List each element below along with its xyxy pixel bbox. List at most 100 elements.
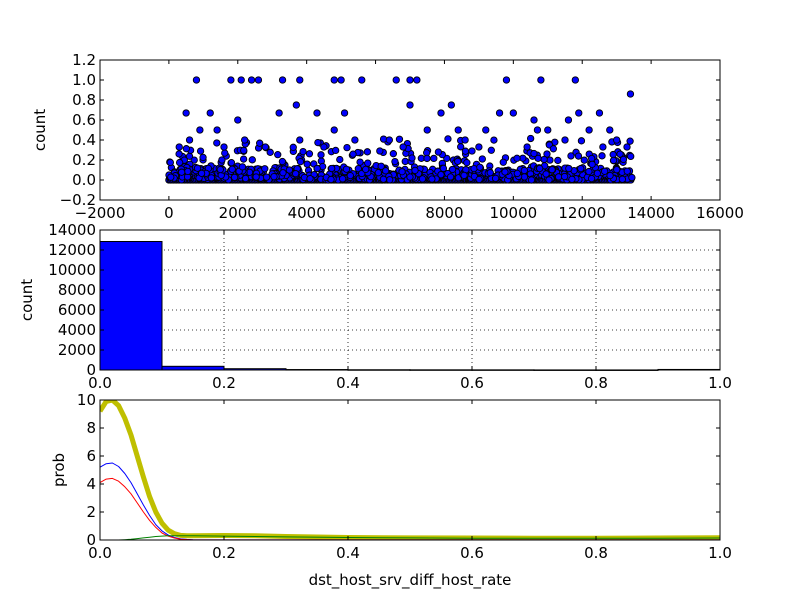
scatter-point	[199, 153, 207, 162]
scatter-point	[220, 143, 228, 151]
scatter-point	[418, 175, 427, 183]
scatter-point	[239, 155, 248, 163]
scatter-point	[626, 137, 634, 145]
scatter-point	[626, 90, 635, 98]
scatter-point	[358, 76, 366, 84]
scatter-point	[248, 156, 256, 164]
scatter-point	[262, 173, 271, 181]
x-tick-label: 0.4	[336, 374, 360, 392]
scatter-point	[167, 173, 175, 181]
scatter-point	[546, 156, 554, 164]
scatter-point	[609, 156, 618, 165]
scatter-point	[381, 167, 390, 175]
scatter-point	[434, 148, 443, 156]
scatter-point	[266, 148, 274, 156]
scatter-point	[206, 109, 214, 117]
scatter-point	[343, 143, 351, 152]
scatter-point	[568, 175, 576, 183]
scatter-point	[571, 76, 579, 84]
scatter-ylabel: count	[31, 109, 49, 151]
scatter-point	[313, 164, 321, 173]
scatter-point	[182, 145, 190, 153]
scatter-point	[585, 126, 593, 134]
scatter-point	[313, 109, 321, 117]
scatter-point	[444, 135, 452, 143]
scatter-point	[299, 147, 307, 156]
scatter-point	[490, 136, 498, 144]
scatter-point	[303, 160, 311, 168]
scatter-point	[406, 76, 414, 84]
scatter-point	[228, 165, 236, 173]
scatter-point	[623, 167, 631, 175]
scatter-point	[376, 147, 384, 155]
x-tick-label: 6000	[356, 204, 394, 222]
scatter-point	[606, 171, 614, 180]
scatter-point	[207, 174, 216, 182]
scatter-point	[274, 151, 282, 159]
scatter-point	[423, 126, 431, 134]
scatter-point	[495, 109, 504, 117]
scatter-point	[628, 173, 636, 182]
scatter-point	[192, 76, 201, 84]
y-tick-label: 0.0	[72, 171, 96, 189]
scatter-point	[411, 166, 419, 175]
y-tick-label: 4	[86, 475, 96, 493]
scatter-point	[238, 163, 247, 171]
scatter-point	[184, 167, 192, 176]
x-tick-label: 0.6	[460, 544, 484, 562]
scatter-point	[448, 165, 457, 174]
x-tick-label: 1.0	[708, 374, 732, 392]
scatter-point	[542, 170, 550, 178]
scatter-point	[613, 136, 621, 144]
scatter-point	[395, 135, 404, 143]
scatter-point	[292, 101, 300, 109]
scatter-point	[385, 136, 393, 144]
scatter-point	[330, 76, 338, 84]
scatter-point	[363, 148, 372, 156]
scatter-point	[437, 109, 445, 117]
y-tick-label: 0	[86, 361, 96, 379]
scatter-point	[193, 164, 202, 172]
scatter-point	[527, 176, 536, 184]
scatter-point	[613, 166, 621, 174]
scatter-point	[588, 160, 596, 168]
y-tick-label: 8	[86, 419, 96, 437]
scatter-point	[544, 126, 552, 134]
scatter-point	[406, 173, 414, 181]
scatter-point	[564, 116, 573, 124]
scatter-point	[177, 168, 186, 176]
scatter-point	[278, 157, 287, 166]
scatter-point	[454, 126, 462, 134]
scatter-point	[545, 176, 553, 184]
scatter-point	[428, 175, 436, 183]
scatter-point	[320, 143, 328, 151]
scatter-point	[475, 143, 483, 151]
y-tick-label: 0.2	[72, 151, 96, 169]
scatter-point	[548, 165, 556, 174]
scatter-point	[362, 165, 370, 174]
y-tick-label: 6000	[58, 301, 96, 319]
scatter-point	[523, 143, 531, 151]
scatter-point	[379, 175, 388, 183]
scatter-point	[627, 152, 635, 161]
scatter-point	[509, 109, 517, 117]
scatter-point	[501, 168, 509, 176]
scatter-point	[565, 164, 573, 173]
x-tick-label: −2000	[75, 204, 126, 222]
scatter-point	[619, 155, 628, 164]
scatter-point	[475, 175, 483, 184]
x-tick-label: 14000	[627, 204, 675, 222]
y-tick-label: 1.2	[72, 51, 96, 69]
scatter-point	[289, 143, 297, 151]
scatter-point	[340, 109, 349, 117]
scatter-point	[482, 126, 490, 134]
histogram-bar	[161, 365, 225, 371]
scatter-point	[460, 171, 468, 180]
scatter-point	[574, 152, 583, 160]
scatter-point	[392, 76, 400, 84]
scatter-point	[486, 169, 494, 177]
scatter-point	[554, 173, 563, 181]
scatter-point	[423, 154, 431, 163]
scatter-point	[332, 146, 340, 155]
